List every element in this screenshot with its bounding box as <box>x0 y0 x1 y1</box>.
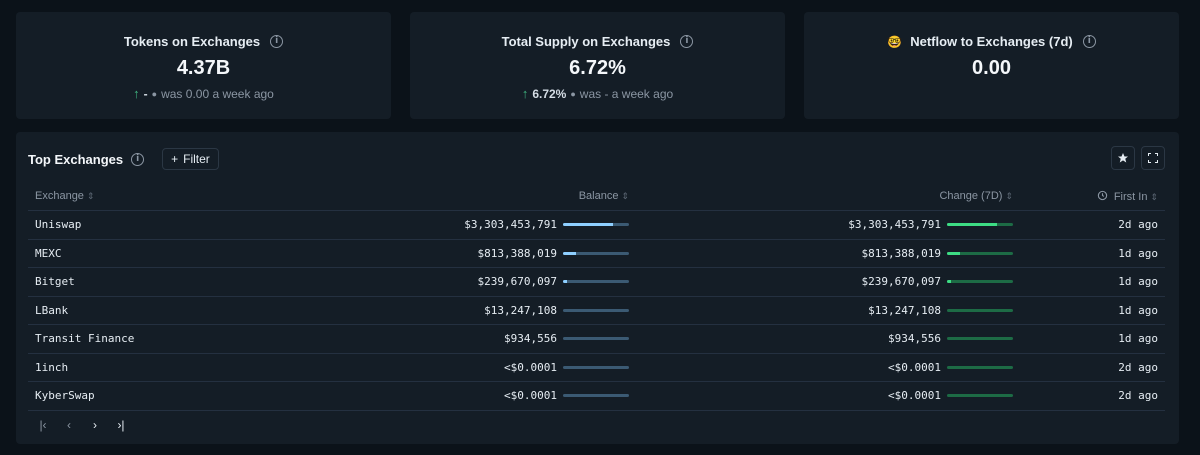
exchanges-table: Exchange ⇕ Balance ⇕ Change (7D) ⇕ First In… <box>28 182 1165 411</box>
change-value: $239,670,097 <box>861 275 941 289</box>
panel-title: Top Exchanges <box>28 151 124 167</box>
card-title: Tokens on Exchanges <box>123 34 261 49</box>
info-icon[interactable]: i <box>1082 35 1096 48</box>
balance-value: $239,670,097 <box>477 275 557 289</box>
card-sub: was 0.00 a week ago <box>161 86 274 101</box>
next-page-icon[interactable]: › <box>93 418 97 432</box>
first-in-value: 2d ago <box>1020 210 1165 240</box>
balance-bar <box>563 280 629 284</box>
exchange-name: MEXC <box>28 239 342 268</box>
balance-value: $3,303,453,791 <box>464 218 557 232</box>
change-value: $934,556 <box>888 332 941 346</box>
nerd-face-icon: 🤓 <box>887 34 903 49</box>
sort-icon: ⇕ <box>86 191 95 201</box>
tokens-on-exchanges-card: Tokens on Exchanges i 4.37B ↑ - ● was 0.… <box>16 12 391 119</box>
balance-value: <$0.0001 <box>504 360 557 374</box>
dot-separator: ● <box>151 88 158 99</box>
exchange-name: KyberSwap <box>28 381 342 411</box>
table-row[interactable]: Uniswap $3,303,453,791 $3,303,453,791 2d… <box>28 210 1165 240</box>
exchange-name: Bitget <box>28 267 342 297</box>
change-value: <$0.0001 <box>888 360 941 374</box>
stat-cards: Tokens on Exchanges i 4.37B ↑ - ● was 0.… <box>16 12 1179 119</box>
prev-page-icon[interactable]: ‹ <box>67 418 71 432</box>
change-bar <box>947 308 1013 312</box>
last-page-icon[interactable]: ›| <box>117 418 125 432</box>
first-in-value: 2d ago <box>1020 353 1165 382</box>
card-title: Netflow to Exchanges (7d) <box>910 34 1073 49</box>
top-exchanges-panel: Top Exchanges i + Filter Exchange ⇕ Balan… <box>16 132 1179 444</box>
first-page-icon[interactable]: |‹ <box>39 418 47 432</box>
exchange-name: 1inch <box>28 353 342 382</box>
exchange-name: Uniswap <box>28 210 342 240</box>
column-header-first-in[interactable]: First In ⇕ <box>1020 182 1165 211</box>
filter-label: Filter <box>183 152 210 166</box>
dot-separator: ● <box>570 88 576 99</box>
change-bar <box>947 251 1013 255</box>
balance-bar <box>563 337 629 341</box>
change-bar <box>947 365 1013 369</box>
change-value: $813,388,019 <box>861 246 941 260</box>
star-icon[interactable] <box>1111 146 1135 170</box>
balance-value: <$0.0001 <box>504 389 557 403</box>
column-header-exchange[interactable]: Exchange ⇕ <box>28 182 342 211</box>
card-sub: was - a week ago <box>579 86 674 101</box>
plus-icon: + <box>171 152 179 166</box>
balance-bar <box>563 394 629 398</box>
card-change: - <box>143 86 148 101</box>
change-bar <box>947 394 1013 398</box>
change-value: $3,303,453,791 <box>848 218 941 232</box>
change-bar <box>947 280 1013 284</box>
card-value: 4.37B <box>176 57 231 79</box>
table-row[interactable]: Bitget $239,670,097 $239,670,097 1d ago <box>28 267 1165 297</box>
card-change: 6.72% <box>532 86 567 101</box>
balance-bar <box>563 223 629 227</box>
first-in-value: 1d ago <box>1020 296 1165 325</box>
first-in-value: 1d ago <box>1020 267 1165 297</box>
first-in-value: 1d ago <box>1020 239 1165 268</box>
change-value: <$0.0001 <box>888 389 941 403</box>
total-supply-card: Total Supply on Exchanges i 6.72% ↑ 6.72… <box>410 12 785 119</box>
info-icon[interactable]: i <box>680 35 694 48</box>
column-header-balance[interactable]: Balance ⇕ <box>342 182 636 211</box>
pagination: |‹ ‹ › ›| <box>36 418 128 432</box>
table-row[interactable]: KyberSwap <$0.0001 <$0.0001 2d ago <box>28 381 1165 411</box>
balance-value: $13,247,108 <box>484 303 557 317</box>
table-row[interactable]: LBank $13,247,108 $13,247,108 1d ago <box>28 296 1165 325</box>
arrow-up-icon: ↑ <box>133 86 140 101</box>
balance-value: $813,388,019 <box>477 246 557 260</box>
table-row[interactable]: 1inch <$0.0001 <$0.0001 2d ago <box>28 353 1165 382</box>
first-in-value: 1d ago <box>1020 324 1165 354</box>
balance-bar <box>563 251 629 255</box>
sort-icon: ⇕ <box>1150 191 1158 202</box>
balance-bar <box>563 308 629 312</box>
column-header-change[interactable]: Change (7D) ⇕ <box>636 182 1020 211</box>
table-row[interactable]: Transit Finance $934,556 $934,556 1d ago <box>28 324 1165 354</box>
change-value: $13,247,108 <box>868 303 941 317</box>
fullscreen-icon[interactable] <box>1141 146 1165 170</box>
exchange-name: Transit Finance <box>28 324 342 354</box>
sort-icon: ⇕ <box>1005 191 1013 201</box>
arrow-up-icon: ↑ <box>521 86 529 101</box>
change-bar <box>947 337 1013 341</box>
filter-button[interactable]: + Filter <box>162 148 219 170</box>
balance-bar <box>563 365 629 369</box>
exchange-name: LBank <box>28 296 342 325</box>
clock-icon <box>1097 190 1114 203</box>
card-title: Total Supply on Exchanges <box>501 34 671 49</box>
change-bar <box>947 223 1013 227</box>
table-row[interactable]: MEXC $813,388,019 $813,388,019 1d ago <box>28 239 1165 268</box>
netflow-card: 🤓 Netflow to Exchanges (7d) i 0.00 <box>804 12 1179 119</box>
balance-value: $934,556 <box>504 332 557 346</box>
sort-icon: ⇕ <box>621 191 629 201</box>
info-icon[interactable]: i <box>131 152 145 166</box>
card-value: 0.00 <box>972 57 1011 79</box>
card-value: 6.72% <box>569 57 626 79</box>
info-icon[interactable]: i <box>270 35 284 48</box>
first-in-value: 2d ago <box>1020 381 1165 411</box>
